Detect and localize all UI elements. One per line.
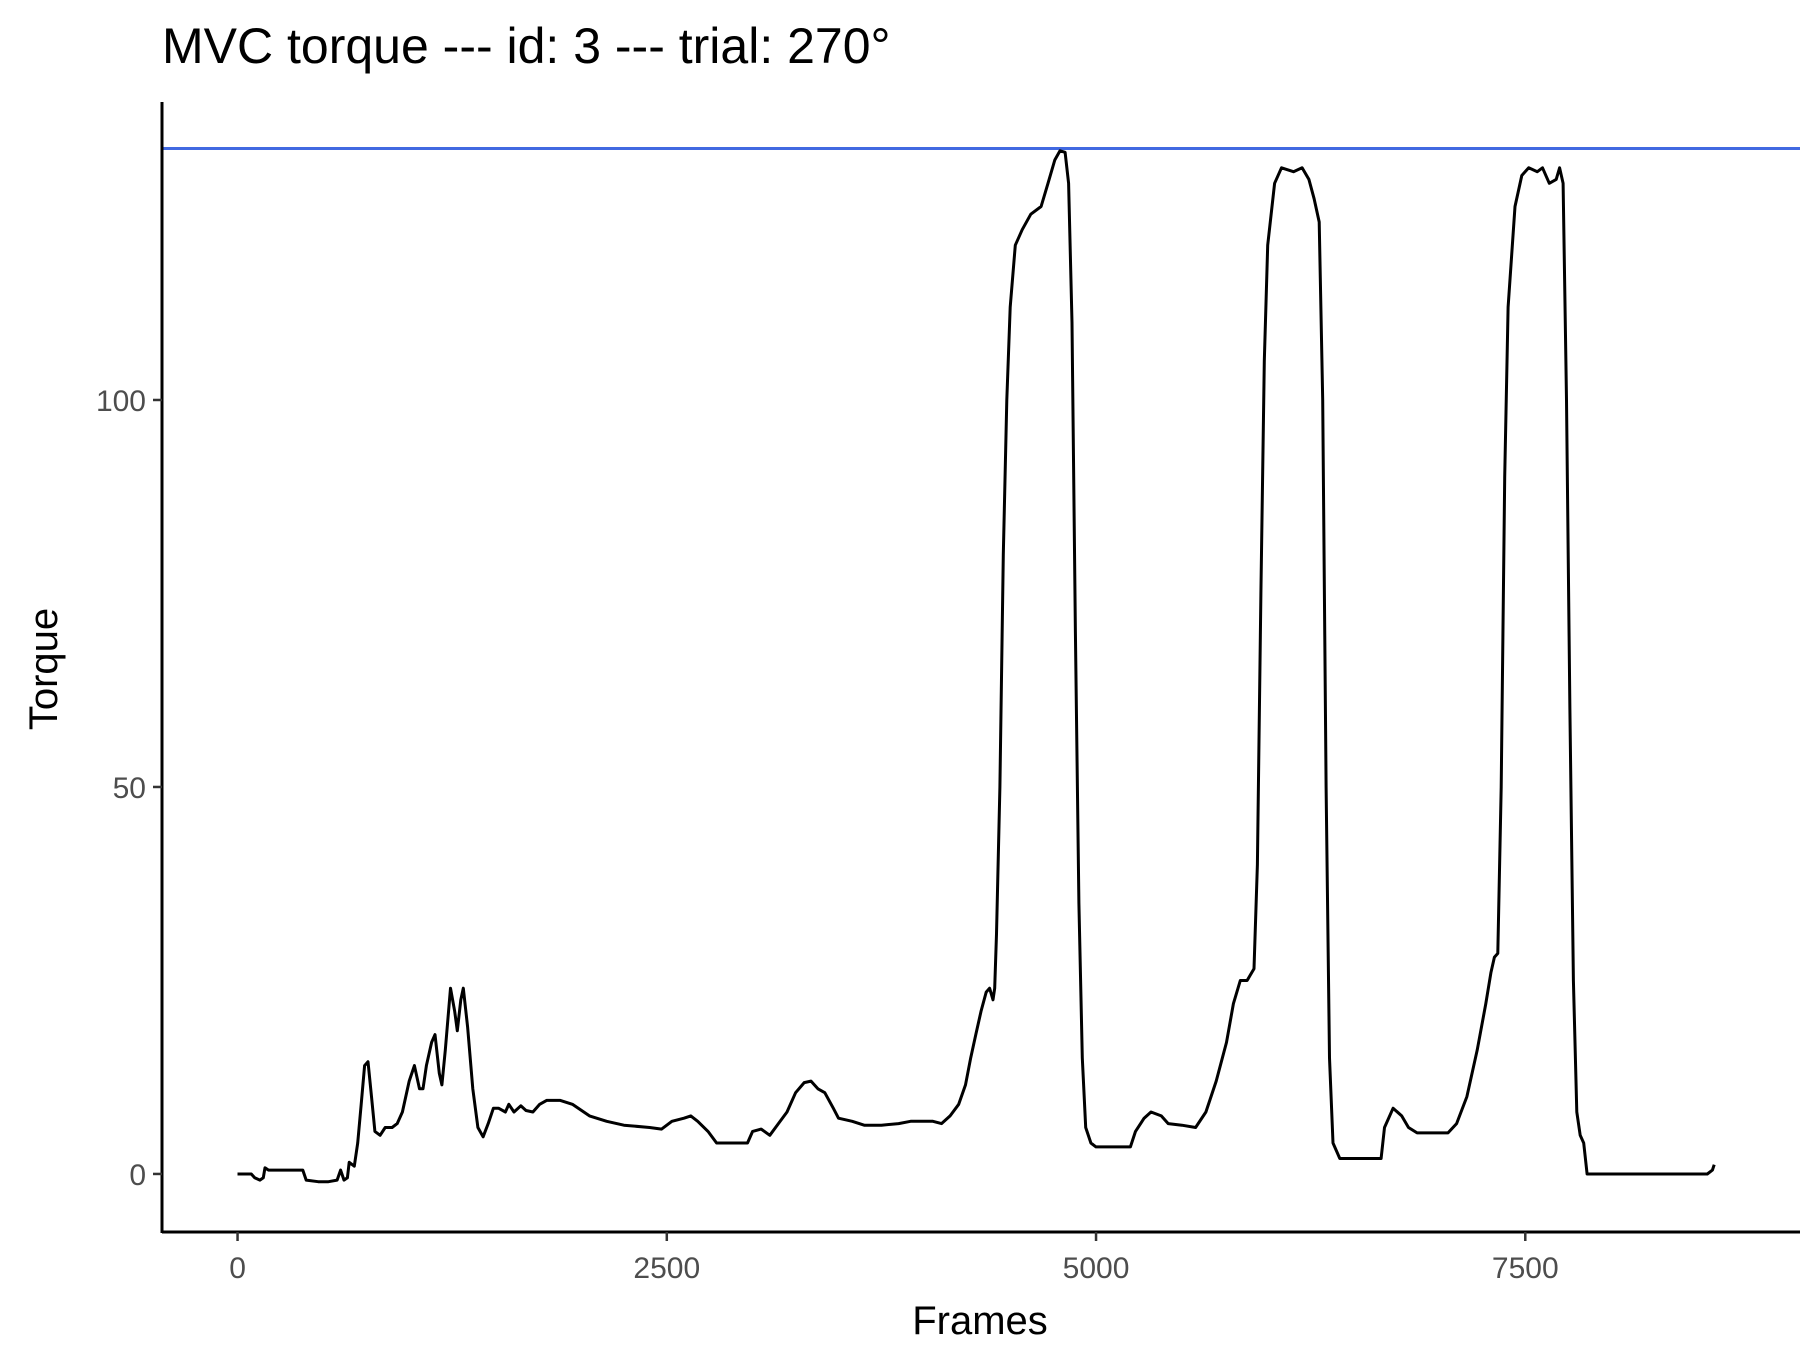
x-tick-label: 7500 [1492, 1252, 1559, 1285]
torque-series-line [237, 149, 1716, 1184]
y-axis-title: Torque [22, 608, 66, 730]
x-axis-title: Frames [912, 1299, 1048, 1343]
y-tick-label: 100 [96, 385, 146, 418]
x-tick-label: 5000 [1063, 1252, 1130, 1285]
x-axis-ticks: 0 2500 5000 7500 [229, 1232, 1559, 1285]
plot-area [162, 146, 1800, 1184]
y-axis-ticks: 0 50 100 [96, 385, 162, 1192]
y-tick-label: 0 [129, 1159, 146, 1192]
x-tick-label: 2500 [633, 1252, 700, 1285]
chart-title: MVC torque --- id: 3 --- trial: 270° [162, 18, 891, 74]
x-tick-label: 0 [229, 1252, 246, 1285]
y-tick-label: 50 [113, 772, 146, 805]
